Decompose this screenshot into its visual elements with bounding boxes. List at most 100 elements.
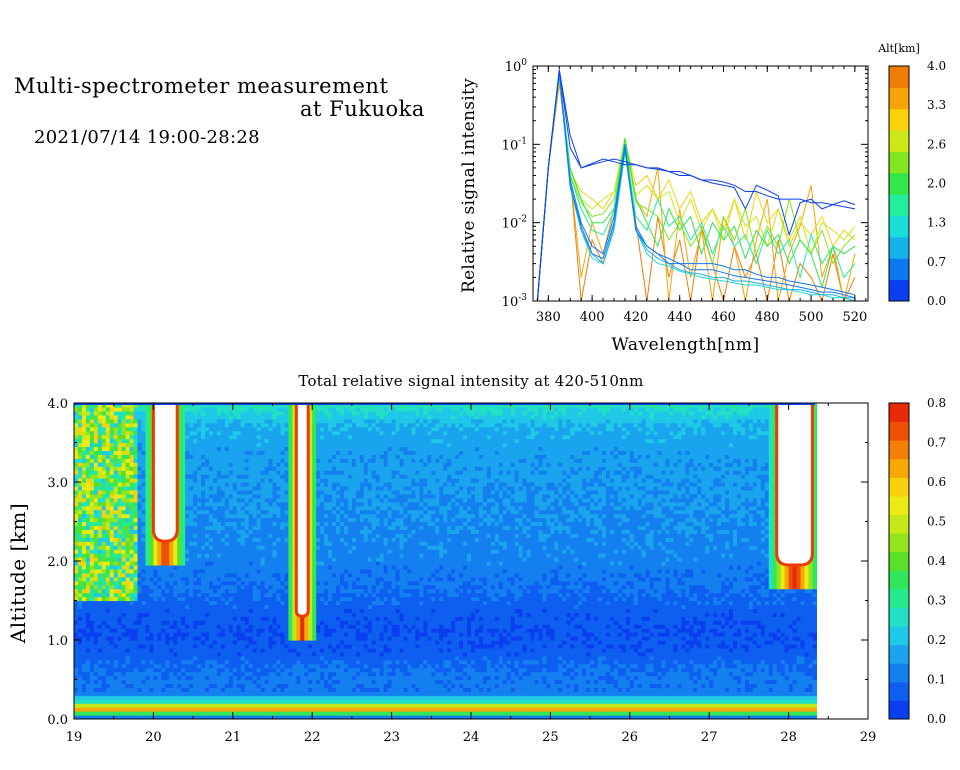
heatmap-cell [109, 703, 115, 708]
heatmap-cell [93, 596, 99, 602]
heatmap-cell [165, 616, 170, 621]
heatmap-cell [240, 529, 246, 534]
heatmap-cell [205, 643, 210, 649]
heatmap-cell [165, 612, 170, 617]
heatmap-cell [161, 588, 166, 594]
heatmap-cell [212, 596, 218, 602]
heatmap-cell [117, 482, 123, 487]
heatmap-cell [197, 474, 202, 479]
heatmap-cell [228, 561, 234, 566]
heatmap-cell [201, 537, 206, 542]
heatmap-cell [193, 537, 198, 542]
heatmap-cell [280, 580, 286, 586]
spectrum-series-line [536, 73, 856, 301]
heatmap-cell [205, 533, 210, 538]
heatmap-cell [276, 584, 282, 590]
heatmap-cell [268, 462, 274, 467]
heatmap-cell [308, 608, 313, 613]
heatmap-cell [125, 446, 131, 451]
heatmap-cell [149, 446, 154, 451]
heatmap-cell [185, 521, 190, 527]
heatmap-cell [260, 564, 266, 570]
heatmap-cell [276, 596, 282, 602]
heatmap-cell [85, 620, 91, 625]
heatmap-cell [117, 667, 123, 673]
heatmap-cell [252, 695, 258, 700]
heatmap-cell [165, 655, 170, 661]
heatmap-cell [113, 482, 119, 487]
heatmap-cell [77, 687, 83, 692]
heatmap-cell [264, 497, 270, 503]
heatmap-cell [304, 699, 309, 704]
heatmap-cell [141, 608, 147, 613]
heatmap-cell [81, 426, 87, 432]
heatmap-cell [74, 596, 79, 602]
heatmap-cell [216, 715, 222, 719]
heatmap-cell [216, 403, 222, 408]
heatmap-cell [260, 422, 266, 428]
heatmap-cell [177, 489, 182, 495]
heatmap-cell [208, 545, 214, 550]
heatmap-cell [252, 489, 258, 495]
heatmap-cell [252, 580, 258, 586]
heatmap-cell [181, 446, 186, 451]
heatmap-cell [256, 442, 262, 448]
heatmap-cell [89, 418, 95, 424]
heatmap-cell [272, 482, 278, 487]
heatmap-cell [296, 687, 301, 692]
heatmap-cell [153, 561, 158, 566]
heatmap-cell [244, 474, 250, 479]
heatmap-cell [232, 501, 238, 507]
heatmap-cell [93, 470, 99, 475]
heatmap-cell [145, 525, 151, 530]
heatmap-cell [276, 533, 282, 538]
heatmap-cell [157, 628, 162, 633]
heatmap-cell [284, 659, 289, 665]
heatmap-cell [74, 671, 79, 677]
heatmap-cell [137, 541, 143, 546]
heatmap-cell [189, 651, 194, 657]
heatmap-cell [228, 675, 234, 681]
heatmap-cell [216, 406, 222, 412]
heatmap-cell [101, 580, 107, 586]
heatmap-cell [212, 643, 218, 649]
heatmap-cell [232, 596, 238, 602]
heatmap-cell [77, 446, 83, 451]
heatmap-cell [272, 430, 278, 436]
heatmap-cell [212, 533, 218, 538]
heatmap-cell [248, 703, 254, 708]
heatmap-cell [149, 549, 154, 554]
heatmap-cell [145, 691, 151, 696]
heatmap-cell [125, 422, 131, 428]
heatmap-cell [208, 426, 214, 432]
heatmap-cell [260, 675, 266, 681]
heatmap-cell [137, 651, 143, 657]
heatmap-cell [248, 679, 254, 685]
heatmap-cell [93, 576, 99, 582]
heatmap-cell [296, 671, 301, 677]
heatmap-cell [101, 517, 107, 523]
heatmap-cell [89, 474, 95, 479]
heatmap-cell [109, 434, 115, 440]
heatmap-cell [248, 636, 254, 641]
heatmap-cell [189, 462, 194, 467]
heatmap-cell [205, 545, 210, 550]
heatmap-cell [117, 561, 123, 566]
heatmap-cell [149, 493, 154, 499]
heatmap-cell [292, 529, 297, 534]
heatmap-cell [125, 636, 131, 641]
heatmap-cell [193, 600, 198, 606]
heatmap-cell [189, 628, 194, 633]
heatmap-cell [272, 505, 278, 511]
heatmap-cell [228, 509, 234, 515]
heatmap-cell [77, 410, 83, 416]
heatmap-cell [153, 687, 158, 692]
heatmap-cell [97, 588, 103, 594]
heatmap-cell [89, 509, 95, 515]
heatmap-cell [89, 604, 95, 609]
heatmap-cell [157, 561, 162, 566]
heatmap-cell [101, 513, 107, 519]
heatmap-cell [205, 572, 210, 578]
heatmap-cell [248, 564, 254, 570]
heatmap-cell [208, 434, 214, 440]
